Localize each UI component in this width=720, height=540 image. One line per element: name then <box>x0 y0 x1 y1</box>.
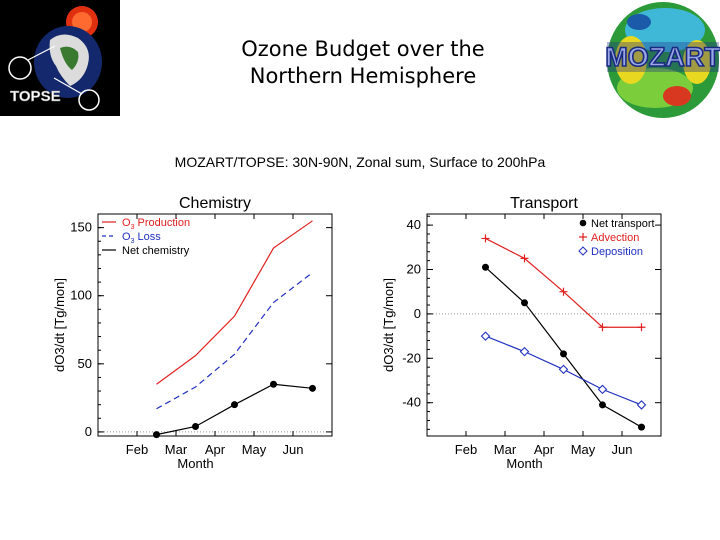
slide-title-line-2: Northern Hemisphere <box>249 64 477 88</box>
y-tick-label: 20 <box>407 262 421 277</box>
mozart-logo-text: MOZART <box>605 42 720 72</box>
legend-label-sub: 3 <box>131 238 135 245</box>
data-point <box>482 263 489 271</box>
data-point <box>270 380 277 388</box>
y-axis-label: dO3/dt [Tg/mon] <box>52 278 67 372</box>
topse-globe-icon: TOPSE <box>0 0 120 116</box>
y-tick-label: 0 <box>85 424 92 439</box>
chart-title: Chemistry <box>179 195 251 212</box>
y-tick-label: -40 <box>402 395 421 410</box>
series-line <box>156 220 313 385</box>
data-point <box>520 254 529 263</box>
mozart-logo: MOZART <box>601 0 720 118</box>
legend-label: Net transport <box>591 218 655 230</box>
x-tick-label: May <box>242 442 267 457</box>
x-tick-label: Jun <box>612 442 633 457</box>
legend-label: O3 Production <box>122 217 190 231</box>
data-point <box>481 234 490 243</box>
data-point <box>638 423 645 431</box>
legend-label-rest: Production <box>134 217 190 229</box>
x-tick-label: May <box>571 442 596 457</box>
legend-swatch <box>579 219 587 227</box>
x-tick-label: Apr <box>205 442 226 457</box>
legend-label-main: O <box>122 217 131 229</box>
x-tick-label: Jun <box>283 442 304 457</box>
data-point <box>480 331 491 341</box>
legend-label: Net chemistry <box>122 245 190 257</box>
topse-logo: TOPSE <box>0 0 120 116</box>
data-point <box>558 364 569 375</box>
legend-label-sub: 3 <box>131 224 135 231</box>
y-tick-label: 150 <box>70 220 92 235</box>
x-tick-label: Apr <box>534 442 555 457</box>
series-line <box>156 272 313 410</box>
data-point <box>519 346 530 357</box>
legend-label: Deposition <box>591 246 643 258</box>
data-point <box>636 400 647 410</box>
legend-swatch <box>579 233 587 241</box>
y-tick-label: 50 <box>78 356 92 371</box>
legend-swatch <box>578 246 588 256</box>
x-axis-label: Month <box>177 456 213 471</box>
slide-title-line-1: Ozone Budget over the <box>241 37 485 61</box>
legend-label-main: O <box>122 231 131 243</box>
data-point <box>637 323 646 332</box>
legend-label: O3 Loss <box>122 231 161 245</box>
x-tick-label: Mar <box>165 442 188 457</box>
topse-logo-text: TOPSE <box>10 88 61 105</box>
y-tick-label: -20 <box>402 350 421 365</box>
data-point <box>231 401 238 409</box>
y-axis-label: dO3/dt [Tg/mon] <box>381 278 396 372</box>
data-point <box>192 422 199 430</box>
y-tick-label: 40 <box>407 217 421 232</box>
data-point <box>309 384 316 392</box>
mozart-globe-icon: MOZART <box>601 0 720 118</box>
legend-label-rest: Loss <box>134 231 161 243</box>
x-tick-label: Mar <box>494 442 517 457</box>
data-point <box>597 384 608 395</box>
data-point <box>153 431 160 439</box>
x-tick-label: Feb <box>455 442 477 457</box>
x-axis-label: Month <box>506 456 542 471</box>
slide-title: Ozone Budget over the Northern Hemispher… <box>200 36 526 90</box>
chart-title: Transport <box>510 195 578 212</box>
y-tick-label: 0 <box>414 306 421 321</box>
data-point <box>559 287 568 296</box>
legend-label: Advection <box>591 232 639 244</box>
y-tick-label: 100 <box>70 288 92 303</box>
data-point <box>598 323 607 332</box>
figure-subtitle: MOZART/TOPSE: 30N-90N, Zonal sum, Surfac… <box>174 154 546 170</box>
x-tick-label: Feb <box>126 442 148 457</box>
data-point <box>521 299 528 307</box>
data-point <box>560 350 567 358</box>
data-point <box>599 401 606 409</box>
